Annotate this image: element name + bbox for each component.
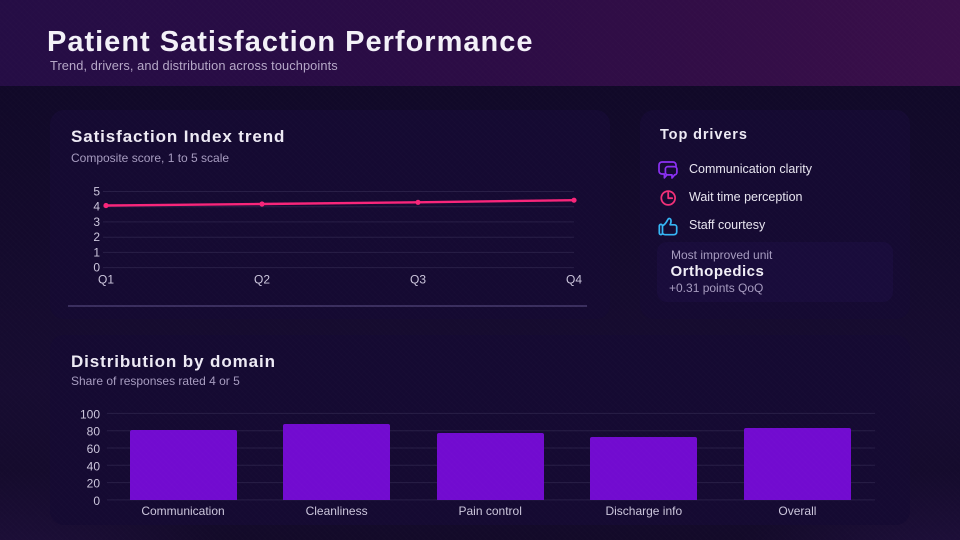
svg-text:Cleanliness: Cleanliness (306, 504, 368, 518)
svg-text:Q4: Q4 (566, 273, 582, 287)
svg-text:Overall: Overall (778, 504, 816, 518)
svg-text:1: 1 (93, 245, 100, 259)
svg-text:80: 80 (87, 425, 101, 439)
svg-text:Q2: Q2 (254, 273, 270, 287)
svg-text:0: 0 (93, 494, 100, 508)
svg-text:Q3: Q3 (410, 273, 426, 287)
svg-text:4: 4 (93, 200, 100, 214)
svg-text:100: 100 (80, 407, 100, 421)
svg-text:2: 2 (93, 230, 100, 244)
svg-text:Discharge info: Discharge info (605, 504, 682, 518)
svg-text:Q1: Q1 (98, 273, 114, 287)
svg-text:Pain control: Pain control (459, 504, 522, 518)
svg-text:Communication: Communication (141, 504, 224, 518)
svg-text:40: 40 (87, 459, 101, 473)
svg-text:20: 20 (87, 477, 101, 491)
svg-text:60: 60 (87, 442, 101, 456)
svg-text:3: 3 (93, 215, 100, 229)
svg-text:0: 0 (93, 261, 100, 275)
svg-text:5: 5 (93, 185, 100, 199)
